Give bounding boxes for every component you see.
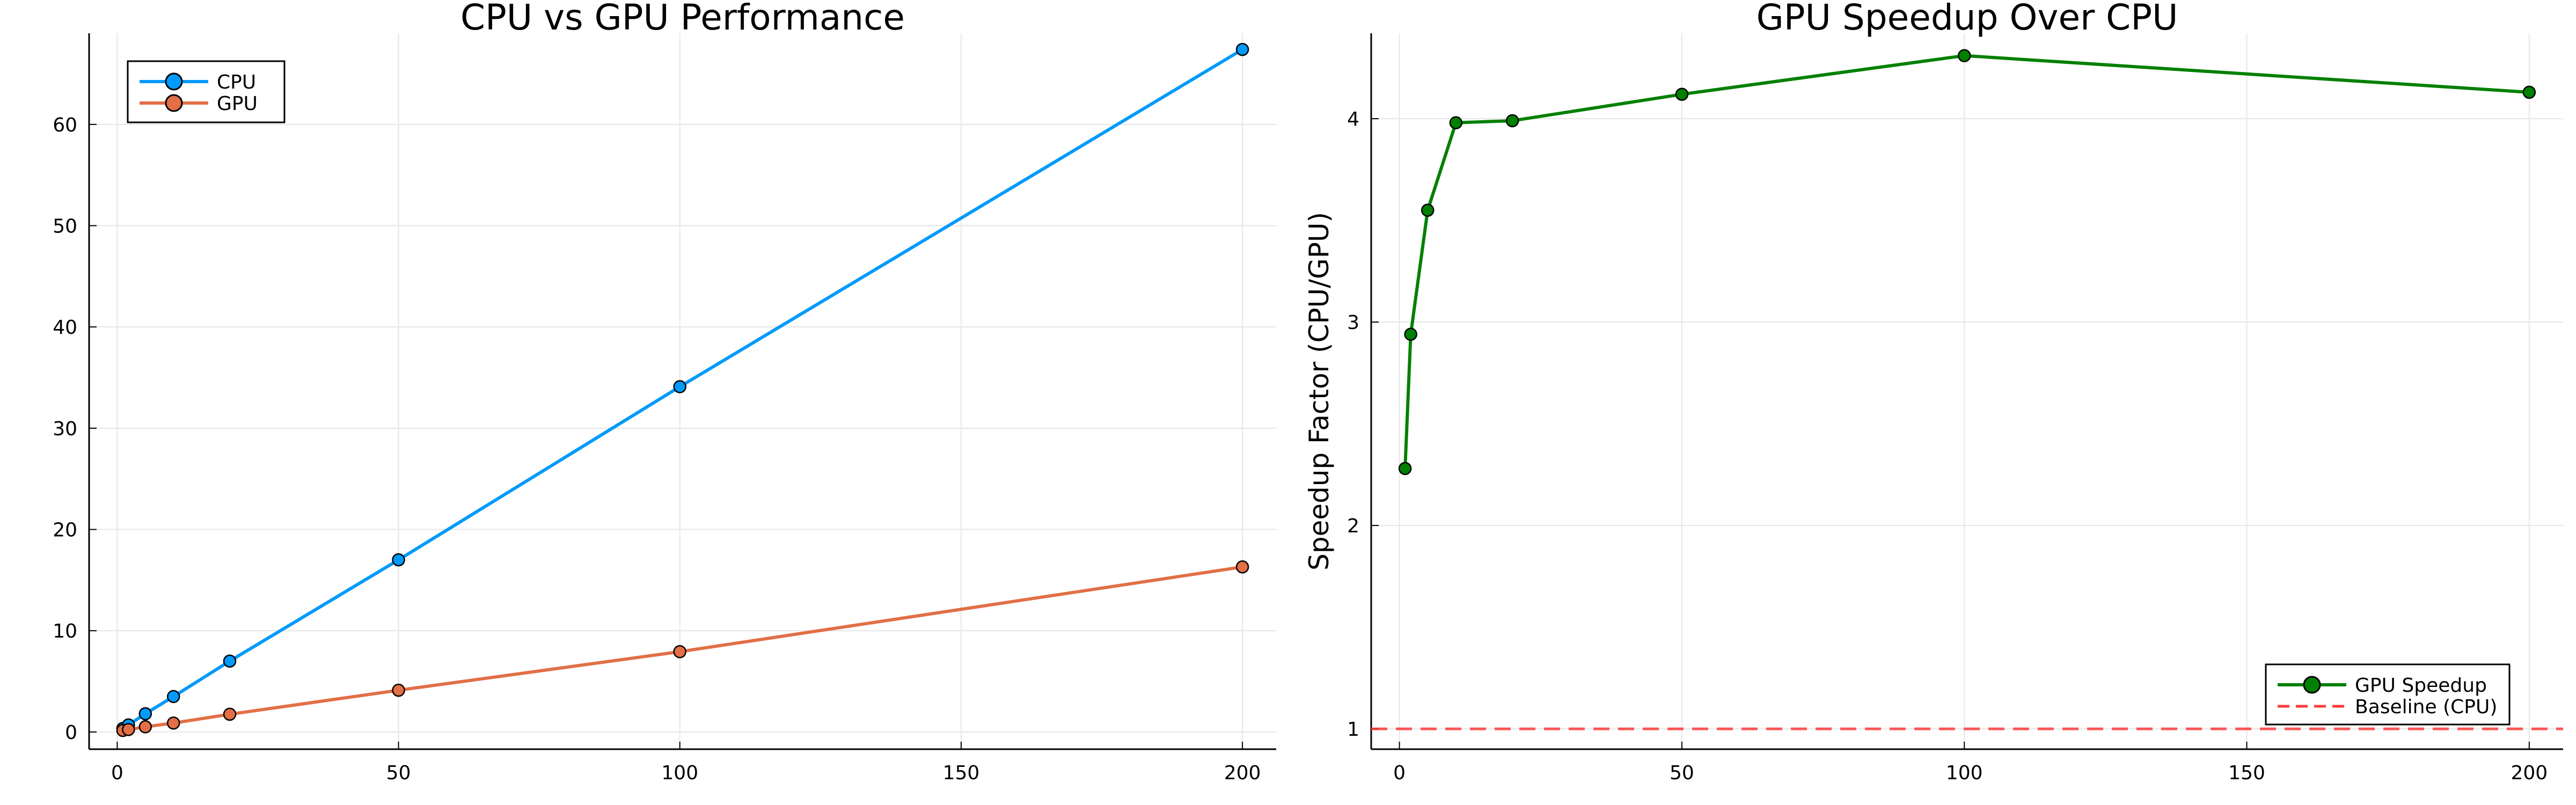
y-tick-label: 10 [53, 620, 77, 642]
x-tick-label: 0 [1393, 762, 1406, 784]
y-tick-label: 1 [1347, 719, 1359, 741]
legend-marker [165, 94, 183, 112]
data-point [1449, 116, 1463, 129]
chart-cpu-vs-gpu: 0 50 100 150 200 0 10 20 30 40 50 60 CPU vs GPU Perf… [53, 0, 1276, 784]
data-point [1235, 42, 1249, 56]
chart-title: CPU vs GPU Performance [460, 0, 905, 38]
legend-label: CPU [217, 71, 256, 93]
y-tick-label: 2 [1347, 515, 1359, 537]
legend-label: GPU Speedup [2355, 675, 2487, 697]
y-tick-label: 60 [53, 114, 77, 136]
data-point [138, 720, 152, 734]
legend-label: GPU [217, 93, 258, 115]
x-tick-label: 150 [2228, 762, 2265, 784]
x-tick-label: 100 [661, 762, 698, 784]
y-tick-label: 50 [53, 216, 77, 238]
y-tick-label: 0 [65, 722, 77, 744]
legend-marker [2303, 676, 2321, 694]
y-tick-label: 4 [1347, 108, 1359, 130]
x-tick-label: 0 [111, 762, 123, 784]
data-point [167, 690, 180, 704]
chart-gpu-speedup: 0 50 100 150 200 1 2 3 4 GPU Speedup Over CPU Spee… [1304, 0, 2563, 784]
data-point [2522, 85, 2536, 99]
data-point [1404, 327, 1417, 341]
data-point [1957, 49, 1971, 62]
x-tick-label: 100 [1946, 762, 1983, 784]
data-point [1505, 114, 1519, 128]
data-point [673, 645, 687, 658]
data-point [673, 380, 687, 393]
y-tick-label: 40 [53, 317, 77, 339]
data-point [392, 683, 405, 697]
x-tick-label: 150 [943, 762, 980, 784]
data-point [392, 553, 405, 567]
legend-box [2265, 663, 2511, 726]
x-tick-label: 50 [386, 762, 411, 784]
y-tick-label: 3 [1347, 312, 1359, 334]
x-tick-label: 200 [2511, 762, 2548, 784]
data-point [1421, 203, 1435, 217]
data-point [1398, 462, 1412, 475]
y-axis-label: Speedup Factor (CPU/GPU) [1304, 212, 1335, 570]
y-tick-label: 20 [53, 519, 77, 541]
data-point [1675, 87, 1689, 101]
chart-title: GPU Speedup Over CPU [1757, 0, 2178, 38]
x-tick-label: 200 [1224, 762, 1261, 784]
data-point [223, 707, 237, 721]
data-point [1235, 560, 1249, 574]
series-line-gpu-speedup [1403, 54, 2530, 469]
data-point [138, 707, 152, 721]
y-tick-label: 30 [53, 418, 77, 440]
data-point [167, 716, 180, 730]
legend-marker [165, 72, 183, 91]
x-tick-label: 50 [1670, 762, 1694, 784]
data-point [223, 654, 237, 668]
data-point [122, 723, 135, 736]
legend-label: Baseline (CPU) [2355, 696, 2497, 718]
legend-box [127, 60, 286, 123]
